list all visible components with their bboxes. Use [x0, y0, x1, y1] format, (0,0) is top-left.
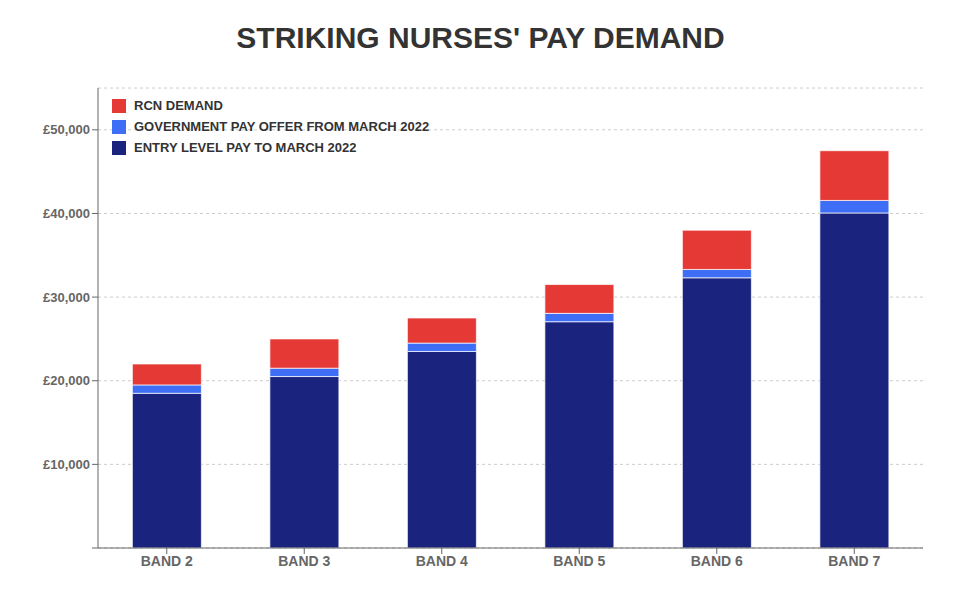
html-text:RCN DEMAND: RCN DEMAND: [134, 98, 223, 113]
svg-text:BAND 5: BAND 5: [553, 553, 605, 569]
svg-text:BAND 6: BAND 6: [691, 553, 743, 569]
svg-text:BAND 7: BAND 7: [828, 553, 880, 569]
svg-text:£10,000: £10,000: [43, 457, 90, 472]
svg-text:£30,000: £30,000: [43, 290, 90, 305]
svg-text:£40,000: £40,000: [43, 206, 90, 221]
svg-text:BAND 2: BAND 2: [141, 553, 193, 569]
html-text:GOVERNMENT PAY OFFER FROM MARC: GOVERNMENT PAY OFFER FROM MARCH 2022: [134, 119, 430, 134]
html-text:STRIKING NURSES' PAY DEMAND: STRIKING NURSES' PAY DEMAND: [236, 21, 725, 54]
svg-text:£20,000: £20,000: [43, 373, 90, 388]
svg-text:BAND 3: BAND 3: [278, 553, 330, 569]
svg-text:BAND 4: BAND 4: [416, 553, 468, 569]
svg-text:£50,000: £50,000: [43, 122, 90, 137]
html-text:ENTRY LEVEL PAY TO MARCH 2022: ENTRY LEVEL PAY TO MARCH 2022: [134, 140, 357, 155]
